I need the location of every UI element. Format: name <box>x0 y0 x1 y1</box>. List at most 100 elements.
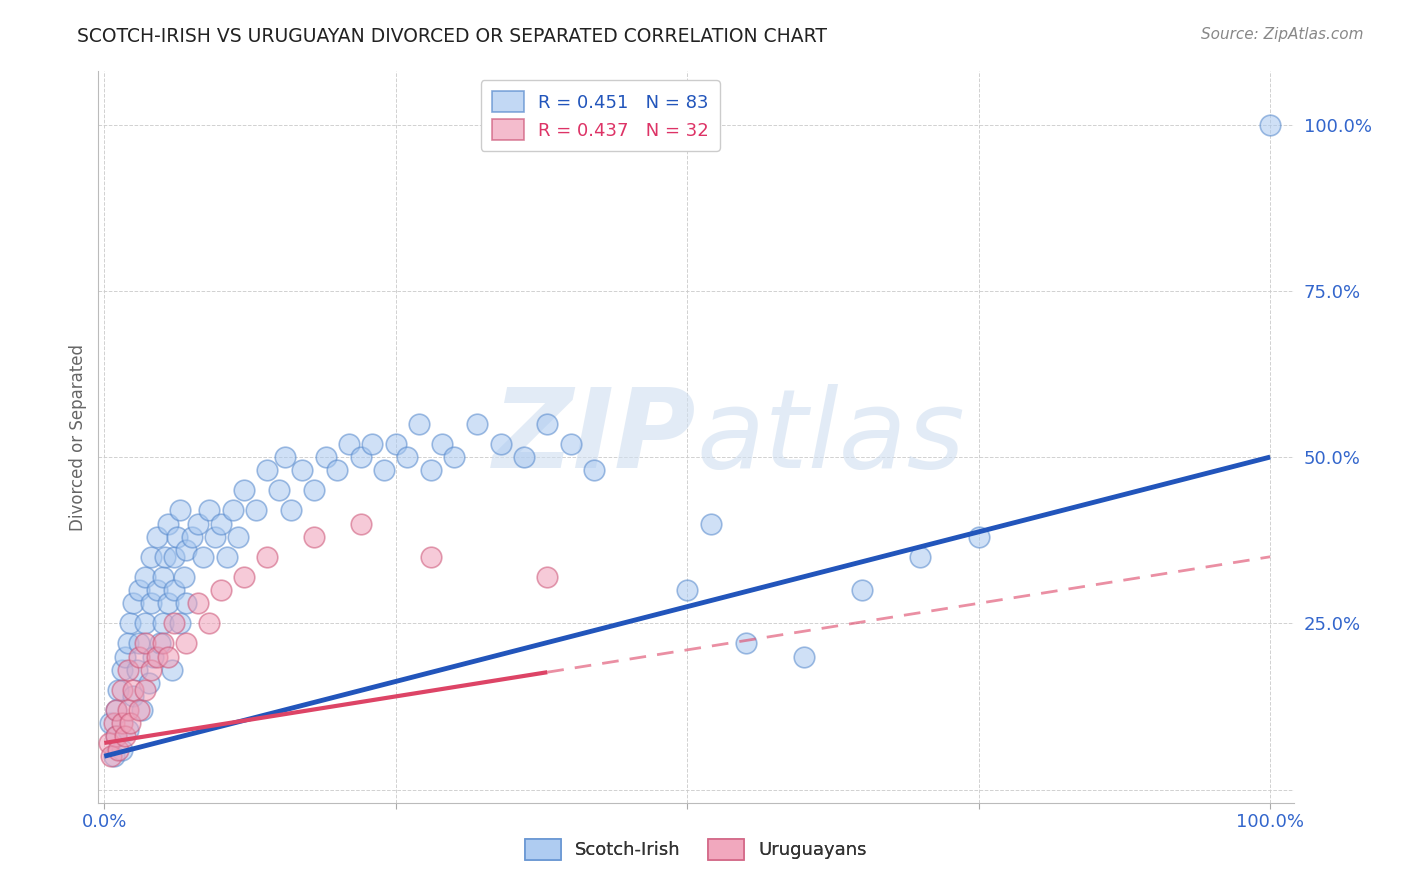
Point <box>100 749 122 764</box>
Point <box>432 436 454 450</box>
Point <box>209 582 232 597</box>
Point <box>145 530 167 544</box>
Point <box>134 616 156 631</box>
Point <box>233 483 256 498</box>
Point <box>582 463 605 477</box>
Point <box>166 530 188 544</box>
Point <box>122 682 145 697</box>
Point <box>350 450 373 464</box>
Point <box>174 596 197 610</box>
Point <box>152 616 174 631</box>
Point <box>228 530 250 544</box>
Point <box>326 463 349 477</box>
Point <box>142 649 165 664</box>
Point <box>111 716 134 731</box>
Point <box>157 516 180 531</box>
Point <box>139 596 162 610</box>
Point <box>125 663 148 677</box>
Point <box>107 682 129 697</box>
Point <box>104 703 127 717</box>
Point <box>302 483 325 498</box>
Point <box>163 582 186 597</box>
Point <box>169 616 191 631</box>
Point <box>149 636 172 650</box>
Point <box>117 663 139 677</box>
Point <box>104 703 127 717</box>
Point <box>117 636 139 650</box>
Point <box>128 703 150 717</box>
Point <box>153 549 176 564</box>
Point <box>134 682 156 697</box>
Point <box>145 649 167 664</box>
Point <box>107 742 129 756</box>
Point <box>198 616 221 631</box>
Point <box>256 549 278 564</box>
Point <box>513 450 536 464</box>
Point <box>1258 118 1281 132</box>
Point <box>98 716 121 731</box>
Point <box>419 549 441 564</box>
Point <box>215 549 238 564</box>
Point <box>128 582 150 597</box>
Point <box>157 649 180 664</box>
Legend: Scotch-Irish, Uruguayans: Scotch-Irish, Uruguayans <box>517 831 875 867</box>
Text: ZIP: ZIP <box>492 384 696 491</box>
Y-axis label: Divorced or Separated: Divorced or Separated <box>69 343 87 531</box>
Point <box>117 723 139 737</box>
Point <box>467 417 489 431</box>
Point <box>280 503 302 517</box>
Point <box>489 436 512 450</box>
Point <box>291 463 314 477</box>
Point <box>169 503 191 517</box>
Point <box>180 530 202 544</box>
Point <box>152 636 174 650</box>
Point <box>967 530 990 544</box>
Point <box>139 549 162 564</box>
Point <box>233 570 256 584</box>
Point <box>443 450 465 464</box>
Point <box>209 516 232 531</box>
Point <box>174 636 197 650</box>
Point <box>114 649 136 664</box>
Point <box>104 729 127 743</box>
Point <box>198 503 221 517</box>
Point <box>851 582 873 597</box>
Point <box>315 450 337 464</box>
Point <box>269 483 291 498</box>
Point <box>186 596 208 610</box>
Point <box>204 530 226 544</box>
Point <box>111 682 134 697</box>
Point <box>193 549 215 564</box>
Point <box>302 530 325 544</box>
Point <box>128 636 150 650</box>
Point <box>699 516 721 531</box>
Point <box>734 636 756 650</box>
Point <box>111 742 134 756</box>
Point <box>910 549 932 564</box>
Point <box>174 543 197 558</box>
Point <box>536 570 558 584</box>
Point <box>245 503 267 517</box>
Point <box>676 582 699 597</box>
Point <box>337 436 360 450</box>
Point <box>186 516 208 531</box>
Point <box>118 716 141 731</box>
Point <box>560 436 582 450</box>
Text: Source: ZipAtlas.com: Source: ZipAtlas.com <box>1201 27 1364 42</box>
Point <box>221 503 243 517</box>
Point <box>103 716 125 731</box>
Point <box>384 436 406 450</box>
Point <box>408 417 430 431</box>
Point <box>139 663 162 677</box>
Point <box>173 570 195 584</box>
Point <box>163 616 186 631</box>
Point <box>122 596 145 610</box>
Point <box>256 463 278 477</box>
Point <box>373 463 395 477</box>
Point <box>160 663 183 677</box>
Text: atlas: atlas <box>696 384 965 491</box>
Point <box>122 690 145 704</box>
Point <box>118 616 141 631</box>
Point <box>128 649 150 664</box>
Point <box>419 463 441 477</box>
